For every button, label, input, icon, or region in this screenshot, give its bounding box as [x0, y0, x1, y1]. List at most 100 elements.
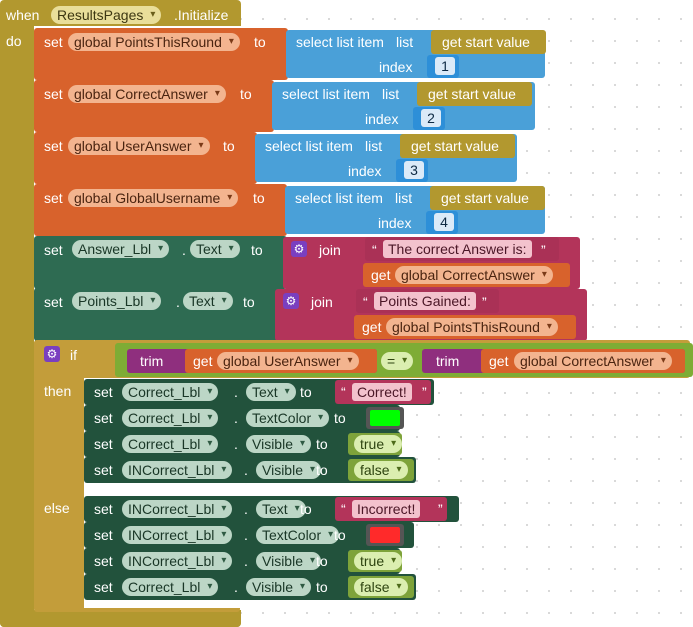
gear-icon[interactable]: ⚙: [44, 346, 60, 362]
set-label: set: [94, 501, 113, 517]
component-dropdown[interactable]: INCorrect_Lbl: [122, 526, 233, 544]
boolean-dropdown[interactable]: false: [354, 461, 408, 479]
property-dropdown[interactable]: Visible: [246, 578, 311, 596]
var-dropdown-correct-answer[interactable]: global CorrectAnswer: [514, 352, 672, 370]
to-label: to: [253, 190, 265, 206]
global-var-dropdown[interactable]: global UserAnswer: [68, 137, 210, 155]
set-label: set: [44, 190, 63, 206]
dot-label: .: [244, 462, 248, 478]
set-label: set: [94, 436, 113, 452]
set-label: set: [94, 527, 113, 543]
global-var-dropdown[interactable]: global PointsThisRound: [68, 33, 240, 51]
close-quote-icon: ”: [482, 294, 487, 310]
set-label: set: [94, 579, 113, 595]
open-quote-icon: “: [372, 242, 377, 258]
get-start-value-block[interactable]: [417, 82, 532, 106]
get-start-value-label: get start value: [411, 138, 499, 154]
compare-op-dropdown[interactable]: =: [381, 352, 414, 370]
boolean-dropdown[interactable]: true: [354, 552, 403, 570]
set-label: set: [44, 86, 63, 102]
get-start-value-block[interactable]: [400, 134, 515, 158]
boolean-dropdown[interactable]: false: [354, 578, 408, 596]
component-dropdown[interactable]: INCorrect_Lbl: [122, 500, 233, 518]
if-label: if: [70, 347, 77, 363]
property-dropdown[interactable]: Visible: [246, 435, 311, 453]
get-start-value-block[interactable]: [430, 186, 545, 210]
open-quote-icon: “: [341, 501, 346, 517]
property-dropdown[interactable]: Text: [183, 292, 233, 310]
property-dropdown[interactable]: Text: [190, 240, 240, 258]
to-label: to: [243, 294, 255, 310]
dot-label: .: [234, 579, 238, 595]
text-literal[interactable]: The correct Answer is:: [383, 240, 532, 258]
dot-label: .: [182, 242, 186, 258]
gear-icon[interactable]: ⚙: [291, 241, 307, 257]
global-var-dropdown[interactable]: global PointsThisRound: [386, 318, 558, 336]
select-list-item-label: select list item: [295, 190, 383, 206]
dot-label: .: [244, 553, 248, 569]
close-quote-icon: ”: [438, 501, 443, 517]
join-label: join: [311, 294, 333, 310]
to-label: to: [334, 410, 346, 426]
component-dropdown[interactable]: Correct_Lbl: [122, 578, 219, 596]
set-label: set: [94, 410, 113, 426]
get-label: get: [371, 267, 391, 283]
property-dropdown[interactable]: Text: [246, 383, 296, 401]
set-label: set: [44, 294, 63, 310]
component-dropdown[interactable]: Correct_Lbl: [122, 409, 219, 427]
text-literal[interactable]: Incorrect!: [352, 500, 421, 518]
index-number[interactable]: 4: [434, 213, 454, 231]
color-swatch[interactable]: [370, 410, 400, 426]
component-dropdown[interactable]: INCorrect_Lbl: [122, 461, 233, 479]
property-dropdown[interactable]: TextColor: [246, 409, 330, 427]
boolean-dropdown[interactable]: true: [354, 435, 403, 453]
to-label: to: [240, 86, 252, 102]
property-dropdown[interactable]: TextColor: [256, 526, 340, 544]
index-number[interactable]: 1: [435, 57, 455, 75]
property-dropdown[interactable]: Text: [256, 500, 306, 518]
select-list-item-label: select list item: [265, 138, 353, 154]
component-dropdown-resultspages[interactable]: ResultsPages: [51, 6, 162, 24]
global-var-dropdown[interactable]: global CorrectAnswer: [68, 85, 226, 103]
component-dropdown[interactable]: Correct_Lbl: [122, 383, 219, 401]
close-quote-icon: ”: [422, 384, 427, 400]
to-label: to: [316, 553, 328, 569]
open-quote-icon: “: [341, 384, 346, 400]
set-label: set: [44, 242, 63, 258]
get-label: get: [193, 353, 213, 369]
get-start-value-label: get start value: [441, 190, 529, 206]
global-var-dropdown[interactable]: global CorrectAnswer: [395, 266, 553, 284]
component-dropdown[interactable]: Answer_Lbl: [72, 240, 170, 258]
gear-icon[interactable]: ⚙: [283, 293, 299, 309]
get-label: get: [362, 319, 382, 335]
to-label: to: [316, 436, 328, 452]
var-dropdown-user-answer[interactable]: global UserAnswer: [217, 352, 359, 370]
index-number[interactable]: 3: [404, 161, 424, 179]
color-swatch[interactable]: [370, 527, 400, 543]
get-start-value-block[interactable]: [431, 30, 546, 54]
index-label: index: [378, 215, 412, 231]
get-start-value-label: get start value: [442, 34, 530, 50]
component-dropdown[interactable]: Correct_Lbl: [122, 435, 219, 453]
get-start-value-label: get start value: [428, 86, 516, 102]
global-var-dropdown[interactable]: global GlobalUsername: [68, 189, 239, 207]
component-dropdown[interactable]: Points_Lbl: [72, 292, 162, 310]
event-name-label: .Initialize: [174, 7, 229, 23]
to-label: to: [300, 501, 312, 517]
to-label: to: [223, 138, 235, 154]
dot-label: .: [234, 436, 238, 452]
text-literal[interactable]: Points Gained:: [374, 292, 476, 310]
to-label: to: [334, 527, 346, 543]
get-label: get: [489, 353, 509, 369]
to-label: to: [316, 579, 328, 595]
index-number[interactable]: 2: [421, 109, 441, 127]
else-label: else: [44, 500, 70, 516]
component-dropdown[interactable]: INCorrect_Lbl: [122, 552, 233, 570]
property-dropdown[interactable]: Visible: [256, 461, 321, 479]
trim-left-label: trim: [140, 353, 164, 369]
set-label: set: [44, 138, 63, 154]
text-literal[interactable]: Correct!: [352, 383, 412, 401]
property-dropdown[interactable]: Visible: [256, 552, 321, 570]
index-label: index: [348, 163, 382, 179]
close-quote-icon: ”: [541, 242, 546, 258]
